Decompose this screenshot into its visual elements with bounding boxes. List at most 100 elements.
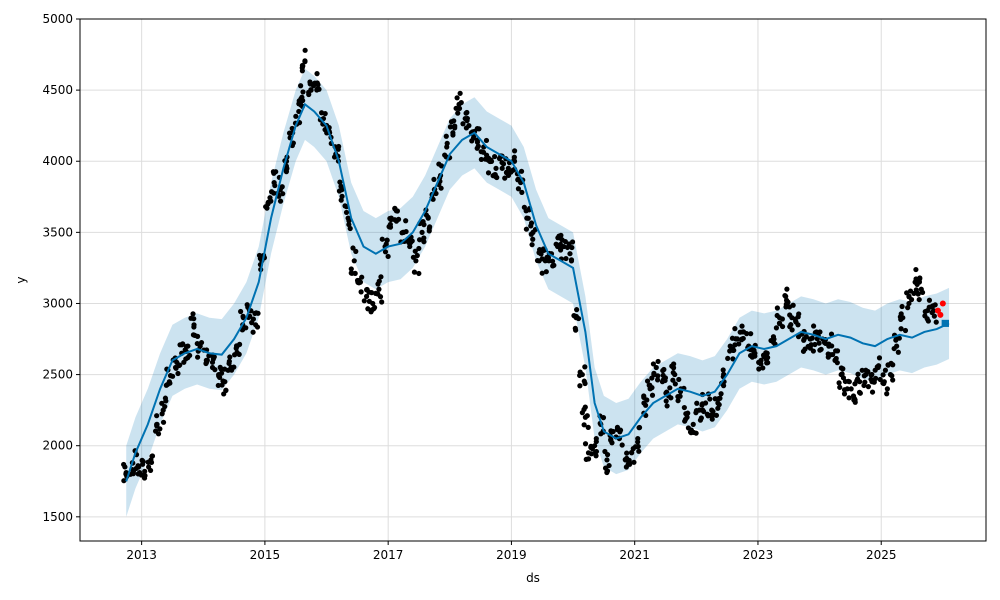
- observed-point: [416, 270, 422, 277]
- observed-point: [793, 319, 799, 325]
- observed-point: [773, 325, 779, 331]
- observed-point: [604, 457, 610, 463]
- observed-point: [890, 377, 896, 383]
- observed-point: [427, 224, 433, 230]
- observed-point: [147, 467, 154, 474]
- observed-point: [718, 391, 724, 397]
- observed-point: [926, 297, 933, 303]
- observed-point: [411, 269, 418, 275]
- observed-point: [567, 251, 573, 257]
- observed-point: [608, 428, 614, 434]
- observed-point: [378, 274, 384, 280]
- observed-point: [253, 310, 259, 316]
- observed-point: [154, 423, 160, 429]
- observed-point: [593, 448, 600, 455]
- observed-point: [582, 380, 588, 387]
- observed-point: [650, 361, 657, 367]
- observed-point: [898, 326, 904, 332]
- observed-point: [889, 373, 895, 379]
- observed-point: [839, 371, 845, 377]
- observed-point: [135, 463, 141, 469]
- observed-point: [811, 323, 817, 329]
- observed-point: [869, 389, 876, 395]
- x-tick-label: 2019: [496, 548, 527, 562]
- y-axis-ticks: 1500 2000 2500 3000 3500 4000 4500 5000: [42, 12, 80, 524]
- observed-point: [577, 369, 583, 375]
- observed-point: [784, 286, 790, 292]
- observed-point: [271, 170, 277, 176]
- observed-point: [807, 336, 813, 342]
- x-axis-label: ds: [526, 571, 540, 585]
- observed-point: [419, 229, 425, 235]
- observed-point: [296, 108, 302, 115]
- observed-point: [700, 407, 706, 413]
- observed-point: [667, 385, 673, 391]
- observed-point: [464, 118, 470, 124]
- observed-point: [904, 290, 910, 296]
- observed-point: [653, 364, 659, 371]
- observed-point: [379, 236, 385, 242]
- observed-point: [122, 464, 128, 470]
- observed-point: [549, 258, 556, 264]
- observed-point: [346, 221, 352, 228]
- observed-point: [141, 475, 148, 481]
- observed-point: [848, 386, 854, 392]
- observed-point: [183, 356, 189, 362]
- observed-point: [314, 71, 320, 77]
- observed-point: [837, 384, 843, 390]
- observed-point: [933, 319, 939, 325]
- observed-point: [421, 222, 427, 228]
- observed-point: [644, 378, 651, 384]
- observed-point: [212, 367, 218, 373]
- observed-point: [442, 152, 448, 158]
- observed-point: [617, 427, 624, 433]
- observed-point: [641, 394, 647, 401]
- observed-point: [668, 395, 674, 401]
- observed-point: [765, 354, 771, 361]
- observed-point: [518, 168, 525, 174]
- observed-point: [916, 296, 922, 303]
- observed-point: [528, 231, 534, 237]
- observed-point: [841, 391, 848, 397]
- observed-point: [455, 110, 461, 116]
- observed-point: [627, 461, 633, 467]
- observed-point: [624, 450, 630, 456]
- observed-point: [485, 170, 492, 176]
- observed-point: [574, 307, 580, 313]
- observed-point: [690, 421, 696, 427]
- observed-point: [250, 329, 256, 335]
- observed-point: [167, 380, 173, 386]
- observed-point: [588, 451, 595, 457]
- observed-point: [720, 367, 726, 373]
- observed-point: [347, 225, 353, 232]
- forecast-tail: [941, 319, 950, 327]
- observed-point: [250, 316, 256, 322]
- observed-point: [272, 182, 278, 189]
- observed-point: [519, 189, 525, 195]
- observed-point: [443, 133, 449, 139]
- observed-point: [635, 439, 641, 445]
- observed-point: [416, 245, 422, 252]
- observed-point: [286, 130, 293, 136]
- observed-point: [760, 365, 766, 371]
- observed-point: [585, 456, 592, 462]
- observed-point: [694, 400, 700, 406]
- observed-point: [454, 95, 460, 101]
- observed-point: [499, 165, 505, 171]
- observed-point: [163, 398, 169, 404]
- observed-point: [267, 195, 273, 201]
- observed-point: [636, 448, 642, 454]
- observed-point: [895, 349, 901, 355]
- observed-point: [688, 427, 694, 433]
- y-tick-label: 2500: [42, 368, 73, 382]
- observed-point: [438, 163, 445, 169]
- observed-point: [296, 99, 303, 105]
- observed-point: [740, 335, 746, 342]
- x-tick-label: 2023: [743, 548, 774, 562]
- observed-point: [568, 258, 575, 264]
- observed-point: [832, 357, 838, 363]
- observed-point: [361, 298, 367, 304]
- observed-point: [575, 315, 582, 322]
- observed-point: [654, 377, 661, 383]
- observed-point: [159, 411, 165, 417]
